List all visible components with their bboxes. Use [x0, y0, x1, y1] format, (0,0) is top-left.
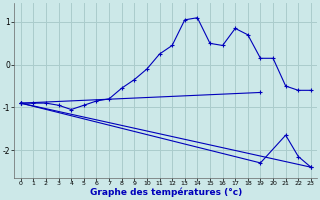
X-axis label: Graphe des températures (°c): Graphe des températures (°c)	[90, 188, 242, 197]
